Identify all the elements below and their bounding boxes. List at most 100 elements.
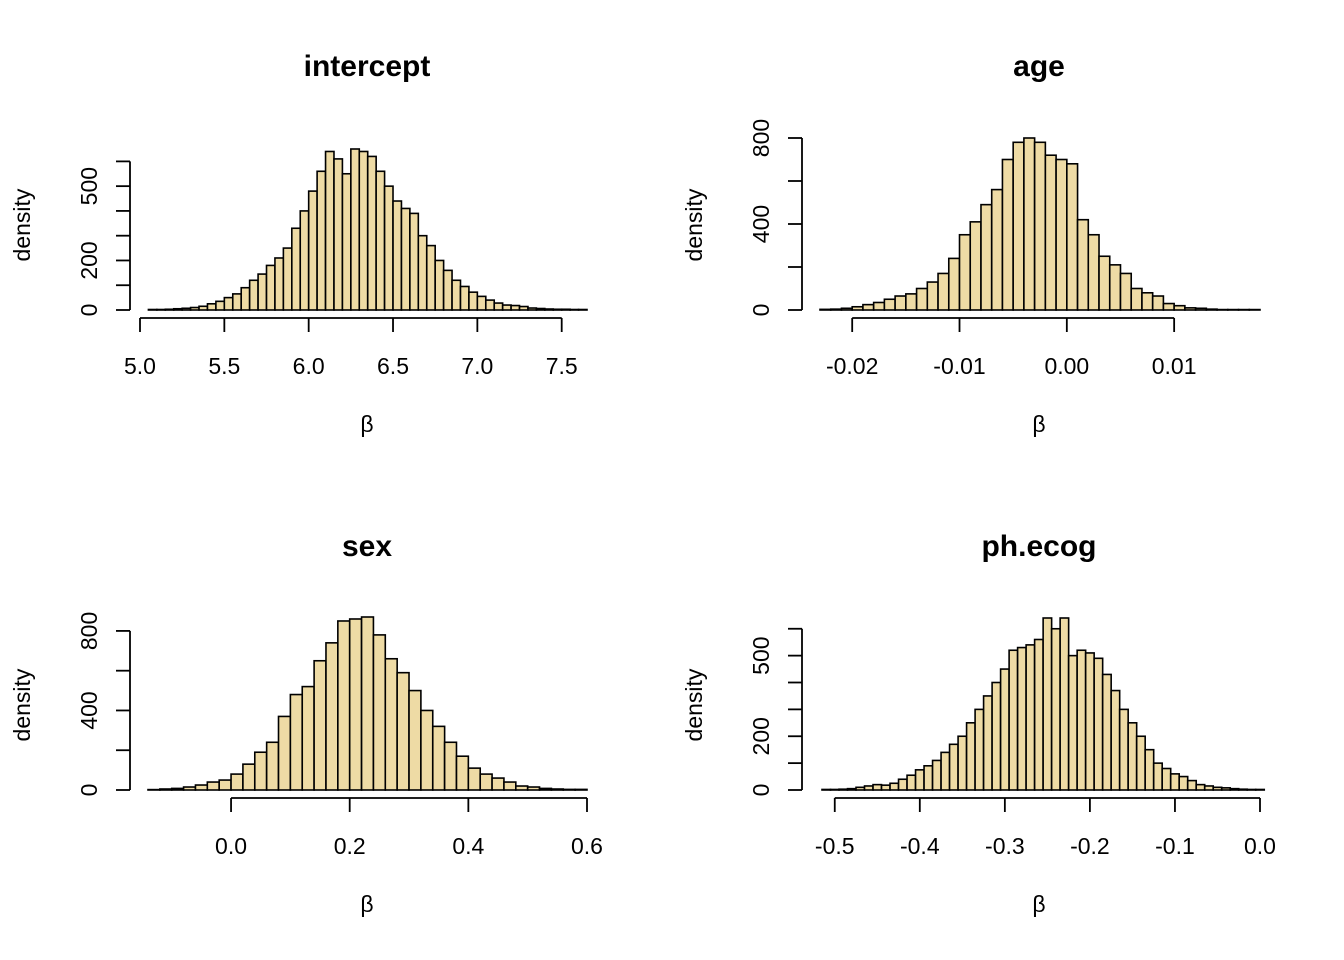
histogram-bar (1025, 644, 1036, 791)
histogram-bar (484, 299, 496, 311)
x-tick-label: -0.02 (826, 353, 878, 379)
histogram-bar (1033, 638, 1044, 791)
histogram-bar (905, 293, 918, 311)
x-axis: -0.02 -0.01 0.00 0.01 (826, 317, 1197, 379)
histogram-bar (1118, 708, 1129, 791)
histogram-bar (883, 298, 896, 311)
histogram-bar (501, 304, 512, 311)
histogram-bar (982, 695, 993, 791)
histogram-bar (872, 301, 886, 311)
panel-title: intercept (304, 50, 431, 83)
histogram-bar (1254, 788, 1266, 791)
histogram-bar (396, 671, 410, 791)
y-tick-label: 0 (76, 304, 102, 317)
histogram-bar (855, 786, 866, 791)
bar-group (147, 148, 588, 311)
histogram-bar (538, 787, 553, 791)
x-axis: 0.0 0.2 0.4 0.6 (215, 797, 603, 859)
histogram-bar (425, 244, 436, 311)
x-axis: -0.5 -0.4 -0.3 -0.2 -0.1 0.0 (815, 797, 1276, 859)
histogram-bar (301, 685, 315, 791)
y-tick-label: 0 (76, 784, 102, 797)
y-axis: 0 200 500 (748, 627, 803, 796)
histogram-bar (840, 307, 853, 311)
histogram-bar (940, 751, 951, 791)
histogram-bar (1087, 233, 1100, 311)
histogram-bar (550, 788, 565, 791)
histogram-bar (1059, 617, 1070, 791)
histogram-bar (1220, 787, 1232, 791)
y-axis: 0 400 800 (748, 119, 803, 316)
x-tick-label: 6.5 (377, 353, 409, 379)
histogram-bar (1098, 255, 1111, 311)
histogram-bar (467, 767, 482, 791)
y-tick-label: 200 (76, 241, 102, 279)
histogram-bar (991, 681, 1002, 791)
histogram-bar (194, 784, 209, 791)
histogram-bar (829, 308, 843, 311)
y-axis-label: density (681, 188, 707, 261)
histogram-bar (231, 293, 243, 311)
histogram-bar (156, 308, 167, 311)
histogram-bar (1203, 785, 1215, 791)
histogram-bar (1016, 646, 1027, 791)
y-axis-label: density (9, 668, 35, 741)
histogram-bar (1108, 264, 1122, 311)
histogram-bar (491, 777, 505, 791)
histogram-bar (420, 709, 434, 791)
y-tick-label: 800 (748, 119, 774, 157)
x-axis-label: β (1032, 891, 1045, 917)
histogram-bar (948, 743, 959, 791)
histogram-bar (1110, 689, 1121, 791)
histogram-bar (218, 779, 232, 791)
histogram-bar (838, 788, 849, 791)
histogram-bar (1042, 617, 1053, 791)
histogram-bar (417, 234, 428, 311)
x-tick-label: 0.0 (215, 833, 247, 859)
histogram-bar (282, 247, 293, 311)
histogram-bar (172, 307, 183, 311)
histogram-bar (265, 264, 276, 311)
y-tick-label: 200 (748, 717, 774, 755)
histogram-bar (1144, 748, 1155, 791)
histogram-bar (969, 221, 982, 311)
histogram-bar (316, 170, 327, 311)
histogram-bar (240, 286, 251, 311)
histogram-bar (1023, 137, 1036, 311)
x-tick-label: -0.3 (985, 833, 1025, 859)
histogram-bar (999, 668, 1010, 791)
histogram-bar (442, 269, 453, 311)
histogram-bar (1135, 735, 1146, 791)
histogram-bar (1152, 762, 1163, 791)
x-tick-label: 0.6 (571, 833, 603, 859)
histogram-bar (894, 295, 907, 311)
histogram-bar (348, 618, 363, 791)
panel-age: age density β -0.02 -0.01 0.00 0.01 0 400 800 (681, 50, 1261, 437)
histogram-bar (375, 170, 386, 311)
histogram-bar (1173, 304, 1186, 311)
histogram-bar (358, 150, 369, 311)
histogram-bar (333, 158, 344, 311)
histogram-bar (1151, 295, 1165, 311)
histogram-bar (914, 769, 925, 791)
histogram-bar (341, 172, 352, 311)
histogram-bar (931, 759, 942, 791)
histogram-bar (1093, 657, 1104, 791)
histogram-bar (324, 150, 335, 311)
histogram-bar (408, 689, 422, 791)
histogram-bar (980, 203, 993, 311)
histogram-bar (325, 642, 339, 791)
histogram-bar (409, 212, 420, 311)
y-tick-label: 400 (748, 205, 774, 243)
histogram-bar (510, 304, 521, 311)
histogram-bar (518, 305, 529, 311)
histogram-bar (360, 616, 375, 791)
histogram-bar (479, 773, 493, 791)
histogram-bar (206, 781, 220, 791)
histogram-bar (248, 279, 259, 311)
x-axis-label: β (360, 411, 373, 437)
bar-group (147, 616, 588, 791)
histogram-bar (1184, 307, 1197, 311)
histogram-bar (1161, 767, 1172, 791)
